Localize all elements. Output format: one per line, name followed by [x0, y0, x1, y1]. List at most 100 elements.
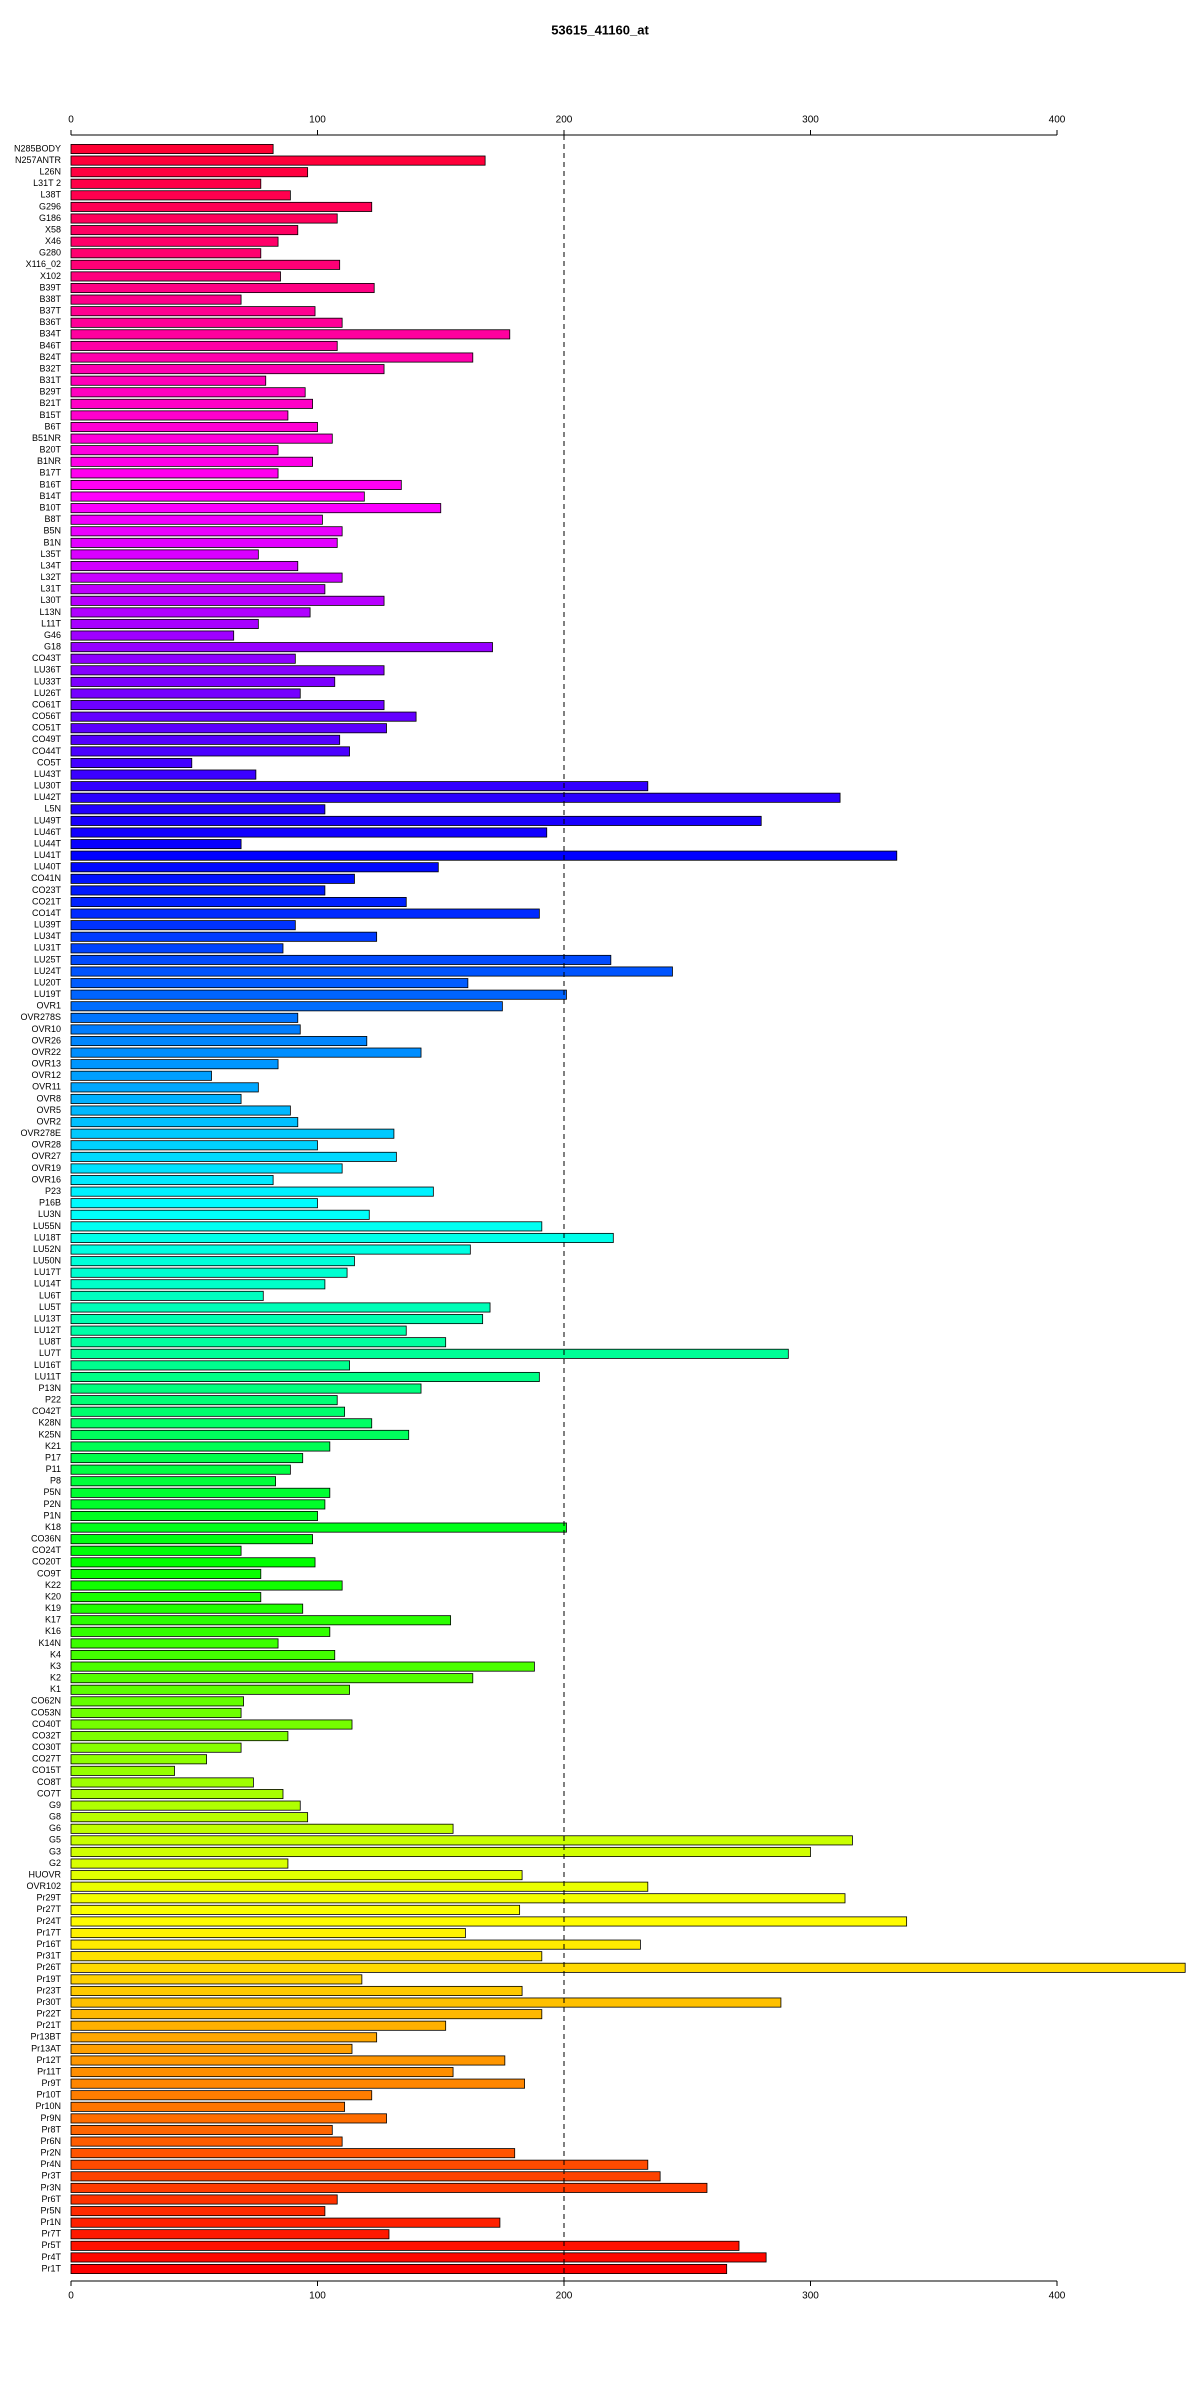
x-tick-label: 300: [802, 115, 819, 126]
bar: [70, 1175, 274, 1186]
bar: [70, 1256, 355, 1267]
y-tick-label: LU52N: [33, 1244, 61, 1254]
bar: [70, 456, 313, 467]
y-tick-label: LU13T: [34, 1313, 62, 1323]
bar: [70, 1325, 407, 1336]
bar: [70, 607, 311, 618]
bar: [70, 1429, 410, 1440]
bar: [70, 1800, 301, 1811]
bar: [70, 873, 355, 884]
y-tick-label: Pr10N: [35, 2101, 61, 2111]
y-tick-label: OVR278E: [20, 1128, 61, 1138]
y-tick-label: B6T: [44, 421, 61, 431]
y-tick-label: B51NR: [32, 433, 62, 443]
y-tick-label: L31T: [40, 584, 61, 594]
bar: [70, 1024, 301, 1035]
bar: [70, 1117, 299, 1128]
bar: [70, 306, 316, 317]
y-tick-label: B38T: [39, 294, 61, 304]
y-tick-label: B24T: [39, 352, 61, 362]
bar: [70, 1279, 326, 1290]
y-tick-label: G5: [49, 1835, 61, 1845]
bar: [70, 931, 378, 942]
y-tick-label: K18: [45, 1522, 61, 1532]
bar: [70, 422, 318, 433]
bar: [70, 815, 762, 826]
bar: [70, 1626, 331, 1637]
bar: [70, 954, 612, 965]
bar: [70, 711, 417, 722]
y-tick-label: OVR26: [31, 1035, 61, 1045]
x-tick-label: 200: [556, 2291, 573, 2302]
bar: [70, 1835, 853, 1846]
y-tick-label: P16B: [39, 1198, 61, 1208]
bar: [70, 1070, 212, 1081]
bar: [70, 1371, 540, 1382]
y-tick-label: G9: [49, 1800, 61, 1810]
bar: [70, 294, 242, 305]
y-tick-label: CO9T: [37, 1568, 62, 1578]
bar: [70, 1974, 363, 1985]
bar: [70, 676, 336, 687]
bar: [70, 1499, 326, 1510]
bar: [70, 2229, 390, 2240]
bar: [70, 700, 385, 711]
bar: [70, 236, 279, 247]
bar: [70, 2182, 708, 2193]
y-tick-label: B1N: [43, 537, 61, 547]
y-tick-label: Pr23T: [36, 1985, 61, 1995]
bar: [70, 1059, 279, 1070]
bar: [70, 1093, 242, 1104]
x-tick-label: 200: [556, 115, 573, 126]
bar: [70, 2159, 649, 2170]
bar: [70, 1360, 350, 1371]
y-tick-label: B46T: [39, 340, 61, 350]
y-tick-label: B21T: [39, 398, 61, 408]
y-tick-label: Pr1N: [40, 2217, 61, 2227]
bar: [70, 2055, 506, 2066]
bar: [70, 792, 841, 803]
bar: [70, 1985, 523, 1996]
y-tick-label: LU12T: [34, 1325, 62, 1335]
y-tick-label: G18: [44, 642, 61, 652]
y-tick-label: P23: [45, 1186, 61, 1196]
y-tick-label: LU18T: [34, 1232, 62, 1242]
bar: [70, 201, 373, 212]
bar: [70, 1638, 279, 1649]
bar: [70, 1209, 370, 1220]
bar: [70, 1163, 343, 1174]
y-tick-label: LU7T: [39, 1348, 62, 1358]
y-tick-label: OVR278S: [20, 1012, 61, 1022]
y-tick-label: B37T: [39, 306, 61, 316]
y-tick-label: LU46T: [34, 827, 62, 837]
y-tick-label: K28N: [38, 1418, 61, 1428]
bar: [70, 1742, 242, 1753]
y-tick-label: P17: [45, 1452, 61, 1462]
x-tick-label: 400: [1049, 2291, 1066, 2302]
bar: [70, 989, 567, 1000]
y-tick-label: CO49T: [32, 734, 62, 744]
bar: [70, 491, 365, 502]
y-tick-label: P5N: [43, 1487, 61, 1497]
y-tick-label: K17: [45, 1615, 61, 1625]
bar: [70, 827, 548, 838]
bar: [70, 1036, 368, 1047]
y-tick-label: OVR16: [31, 1174, 61, 1184]
y-tick-label: B15T: [39, 410, 61, 420]
y-tick-label: CO41N: [31, 873, 61, 883]
y-tick-label: CO61T: [32, 699, 62, 709]
bar: [70, 1939, 641, 1950]
bar: [70, 978, 469, 989]
y-tick-label: K2: [50, 1673, 61, 1683]
y-tick-label: Pr10T: [36, 2090, 61, 2100]
bar: [70, 839, 242, 850]
y-tick-label: LU40T: [34, 862, 62, 872]
y-tick-label: CO7T: [37, 1788, 62, 1798]
y-tick-label: B31T: [39, 375, 61, 385]
bar: [70, 2240, 740, 2251]
bar: [70, 584, 326, 595]
bar: [70, 1951, 543, 1962]
y-tick-label: B32T: [39, 363, 61, 373]
y-tick-label: Pr16T: [36, 1939, 61, 1949]
bar: [70, 1453, 304, 1464]
